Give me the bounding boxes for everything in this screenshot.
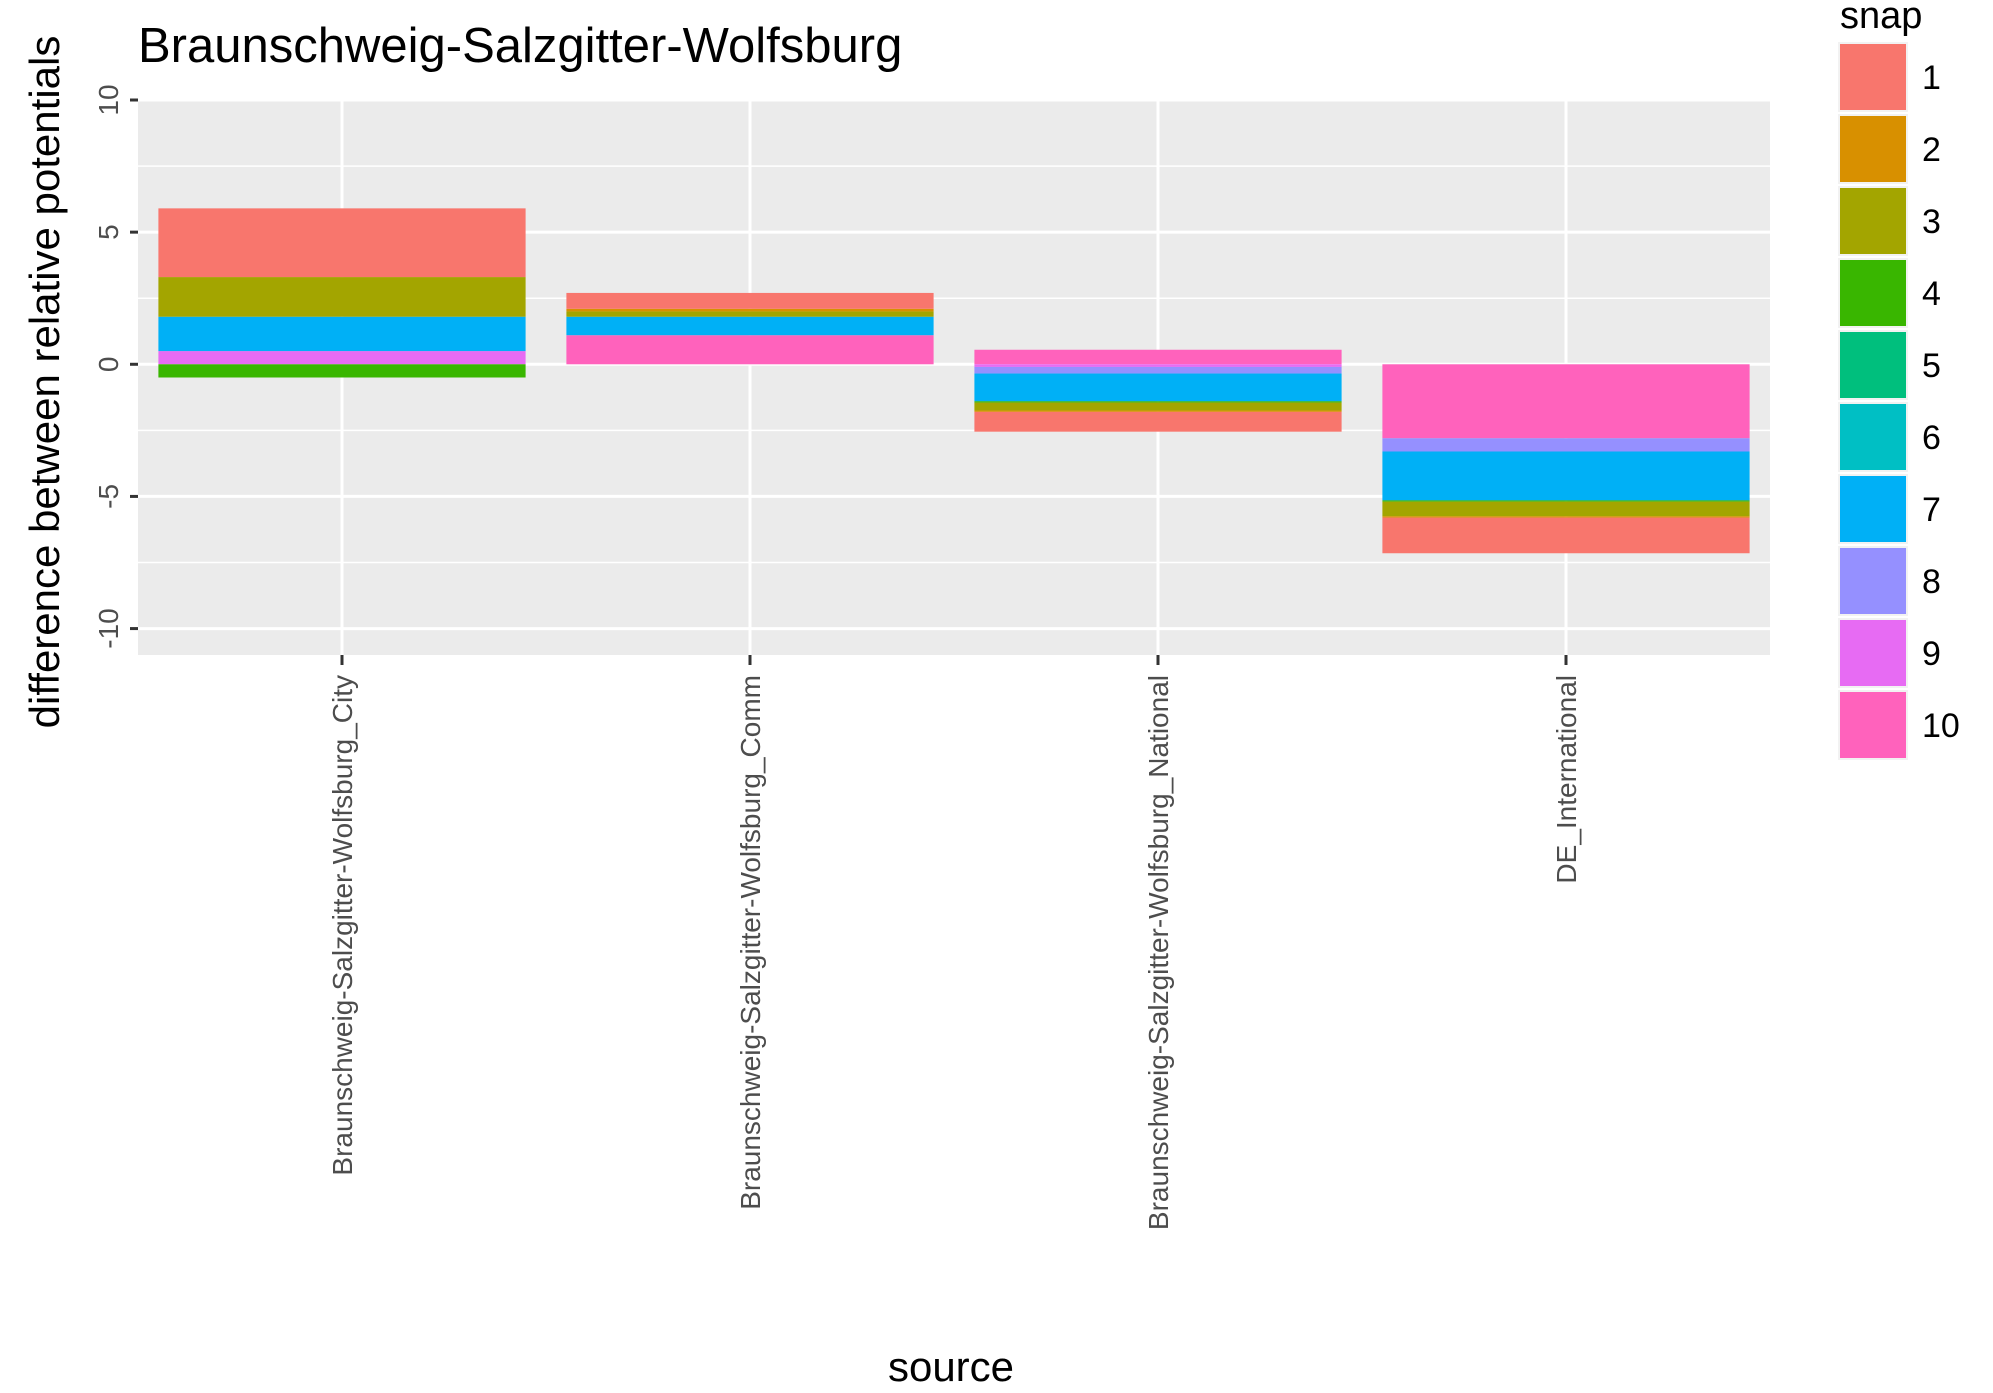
bar-segment [566,311,934,317]
bar-segment [158,208,526,278]
bar-segment [1382,517,1750,554]
legend-label: 5 [1922,347,1941,385]
legend-label: 8 [1922,563,1941,601]
legend-items: 1 2 3 4 5 6 7 8 9 10 [1838,42,1960,760]
bar-segment [974,402,1342,411]
x-axis-title: source [888,1343,1014,1390]
legend-key [1840,260,1906,326]
legend-key [1840,692,1906,758]
legend-label: 10 [1922,707,1960,745]
legend-label: 9 [1922,635,1941,673]
legend-key [1840,404,1906,470]
x-tick-label: Braunschweig-Salzgitter-Wolfsburg_City [327,675,358,1176]
y-tick-label: -5 [93,484,124,509]
bar-segment [974,349,1342,365]
legend-label: 4 [1922,275,1941,313]
x-tick-label: Braunschweig-Salzgitter-Wolfsburg_Nation… [1143,675,1174,1230]
legend: snap 1 2 3 4 5 6 7 8 9 10 [1838,0,1960,760]
bar-segment [1382,516,1750,518]
legend-key [1840,476,1906,542]
legend-label: 6 [1922,419,1941,457]
bar-segment [566,308,934,312]
legend-key [1840,116,1906,182]
legend-key [1840,188,1906,254]
x-tick-label: DE_International [1551,675,1582,884]
legend-label: 1 [1922,59,1941,97]
bar-segment [1382,451,1750,501]
bar-segment [974,410,1342,412]
bar-segment [158,351,526,365]
legend-label: 3 [1922,203,1941,241]
bar-segment [1382,438,1750,452]
y-tick-label: -10 [93,608,124,648]
bar-segment [1382,364,1750,439]
legend-key [1840,620,1906,686]
legend-key [1840,44,1906,110]
bar-segment [974,411,1342,432]
legend-title: snap [1840,0,1922,37]
y-tick-label: 10 [93,84,124,115]
bar-segment [158,316,526,352]
y-tick-label: 0 [93,356,124,372]
bar-segment [974,373,1342,402]
bar-segment [566,316,934,336]
y-axis: -10 -5 0 5 10 [93,84,138,649]
bar-segment [566,335,934,365]
legend-label: 2 [1922,131,1941,169]
bar-segment [566,292,934,309]
legend-label: 7 [1922,491,1941,529]
bars [158,208,1750,554]
bar-segment [974,364,1342,367]
bar-segment [1382,500,1750,502]
y-tick-label: 5 [93,224,124,240]
y-axis-title: difference between relative potentials [21,36,68,729]
bar-segment [158,277,526,317]
legend-key [1840,332,1906,398]
x-axis: Braunschweig-Salzgitter-Wolfsburg_City Br… [327,655,1582,1230]
x-tick-label: Braunschweig-Salzgitter-Wolfsburg_Comm [735,675,766,1210]
chart-title: Braunschweig-Salzgitter-Wolfsburg [138,19,902,73]
bar-segment [974,366,1342,374]
legend-key [1840,548,1906,614]
bar-segment [1382,501,1750,517]
bar-segment [158,364,526,378]
bar-segment [974,401,1342,403]
